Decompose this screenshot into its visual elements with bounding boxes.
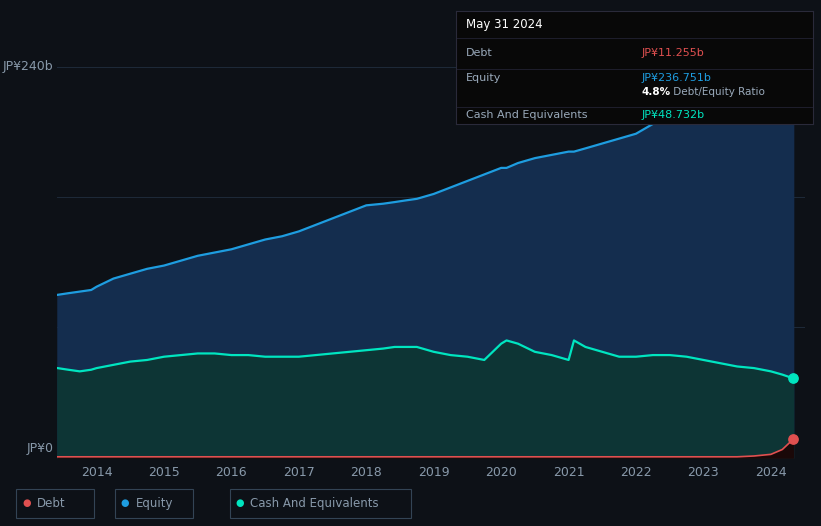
- Text: Debt: Debt: [37, 497, 66, 510]
- Text: Debt/Equity Ratio: Debt/Equity Ratio: [670, 87, 765, 97]
- Text: May 31 2024: May 31 2024: [466, 17, 543, 31]
- Text: ●: ●: [236, 498, 244, 509]
- Text: JP¥240b: JP¥240b: [3, 60, 53, 74]
- Text: JP¥48.732b: JP¥48.732b: [641, 109, 704, 119]
- Point: [787, 374, 800, 382]
- Point: [787, 68, 800, 76]
- Text: JP¥0: JP¥0: [27, 442, 53, 456]
- Text: JP¥11.255b: JP¥11.255b: [641, 48, 704, 58]
- Text: JP¥236.751b: JP¥236.751b: [641, 73, 711, 84]
- Text: 4.8%: 4.8%: [641, 87, 671, 97]
- Text: Cash And Equivalents: Cash And Equivalents: [250, 497, 379, 510]
- Text: ●: ●: [22, 498, 30, 509]
- Text: Equity: Equity: [135, 497, 173, 510]
- Text: Debt: Debt: [466, 48, 493, 58]
- Point: [787, 435, 800, 443]
- Text: ●: ●: [121, 498, 129, 509]
- Text: Equity: Equity: [466, 73, 502, 84]
- Text: Cash And Equivalents: Cash And Equivalents: [466, 109, 588, 119]
